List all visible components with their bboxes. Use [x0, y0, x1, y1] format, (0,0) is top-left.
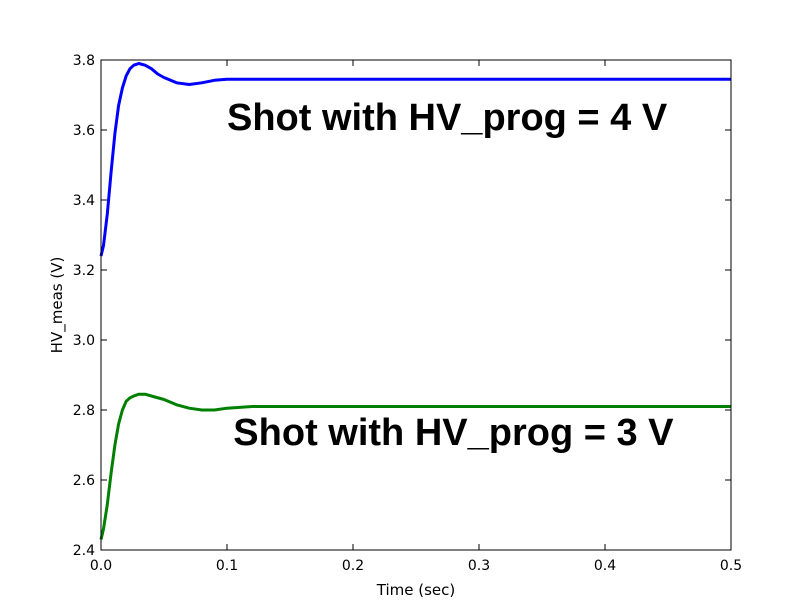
y-tick-label: 2.6	[73, 473, 95, 489]
y-axis: 2.4 2.6 2.8 3.0 3.2 3.4 3.6 3.8	[73, 53, 731, 559]
y-tick-label: 3.2	[73, 263, 95, 279]
series-line-1	[99, 62, 731, 257]
x-tick-label: 0.3	[468, 558, 490, 574]
y-tick-label: 3.8	[73, 53, 95, 69]
y-tick-label: 3.6	[73, 123, 95, 139]
x-tick-label: 0.4	[594, 558, 616, 574]
y-tick-label: 3.0	[73, 333, 95, 349]
y-tick-label: 3.4	[73, 193, 95, 209]
annotation-2: Shot with HV_prog = 3 V	[233, 412, 674, 454]
x-tick-label: 0.1	[216, 558, 238, 574]
annotation-layer: Shot with HV_prog = 4 V Shot with HV_prog…	[227, 97, 674, 454]
series-line-2	[99, 392, 731, 540]
annotation-1: Shot with HV_prog = 4 V	[227, 97, 668, 139]
x-axis-label: Time (sec)	[376, 581, 455, 599]
x-tick-label: 0.5	[720, 558, 742, 574]
x-tick-label: 0.0	[90, 558, 112, 574]
x-axis: 0.0 0.1 0.2 0.3 0.4 0.5	[90, 60, 742, 574]
y-tick-label: 2.4	[73, 543, 95, 559]
plot-frame	[100, 59, 732, 551]
y-axis-label: HV_meas (V)	[48, 257, 67, 354]
series-layer	[99, 62, 731, 540]
x-tick-label: 0.2	[342, 558, 364, 574]
y-tick-label: 2.8	[73, 403, 95, 419]
